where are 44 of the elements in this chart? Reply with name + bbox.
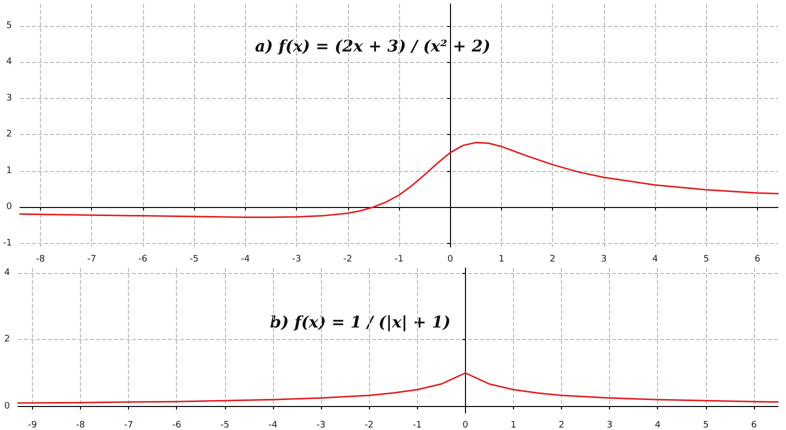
x-tick-label: -4 [268,420,278,430]
x-tick-label: 4 [652,254,658,264]
annotation: a) f(x) = (2x + 3) / (x² + 2) [255,36,490,56]
x-tick-label: -1 [394,254,404,264]
x-tick-label: -8 [36,254,46,264]
x-tick-label: -6 [138,254,148,264]
x-tick-label: 3 [606,420,613,430]
x-tick-label: 0 [462,420,468,430]
x-tick-label: 1 [498,254,504,264]
x-tick-label: -1 [412,420,422,430]
x-tick-label: 6 [751,420,758,430]
y-tick-label: 4 [4,268,10,278]
x-tick-label: -2 [364,420,374,430]
x-tick-label: 5 [702,420,709,430]
x-tick-label: -7 [124,420,134,430]
x-tick-label: 4 [654,420,661,430]
x-tick-label: -7 [87,254,96,264]
y-tick-label: 5 [6,20,12,31]
x-tick-label: 2 [550,254,556,264]
y-tick-label: 4 [6,57,12,68]
x-tick-label: 5 [703,254,710,264]
y-tick-label: 2 [6,130,12,140]
y-tick-label: 1 [6,166,12,176]
x-tick-label: 2 [558,420,564,430]
x-tick-label: -3 [316,420,326,430]
y-tick-label: 0 [6,202,12,212]
x-tick-label: 3 [600,254,607,264]
x-tick-label: -6 [172,420,182,430]
y-tick-label: 0 [4,401,10,412]
x-tick-label: 1 [510,420,516,430]
x-tick-label: -4 [240,254,250,264]
y-tick-label: -1 [2,238,12,248]
x-tick-label: -3 [292,254,302,264]
x-tick-label: -8 [76,420,86,430]
x-tick-label: -2 [343,254,352,264]
x-tick-label: -9 [28,420,38,430]
line-series [19,142,779,218]
y-tick-label: 2 [4,334,10,345]
x-tick-label: -5 [220,420,230,430]
y-tick-label: 3 [6,93,12,104]
x-tick-label: -5 [190,254,199,264]
x-tick-label: 0 [447,254,454,264]
x-tick-label: 6 [754,254,761,264]
line-series [17,372,779,404]
